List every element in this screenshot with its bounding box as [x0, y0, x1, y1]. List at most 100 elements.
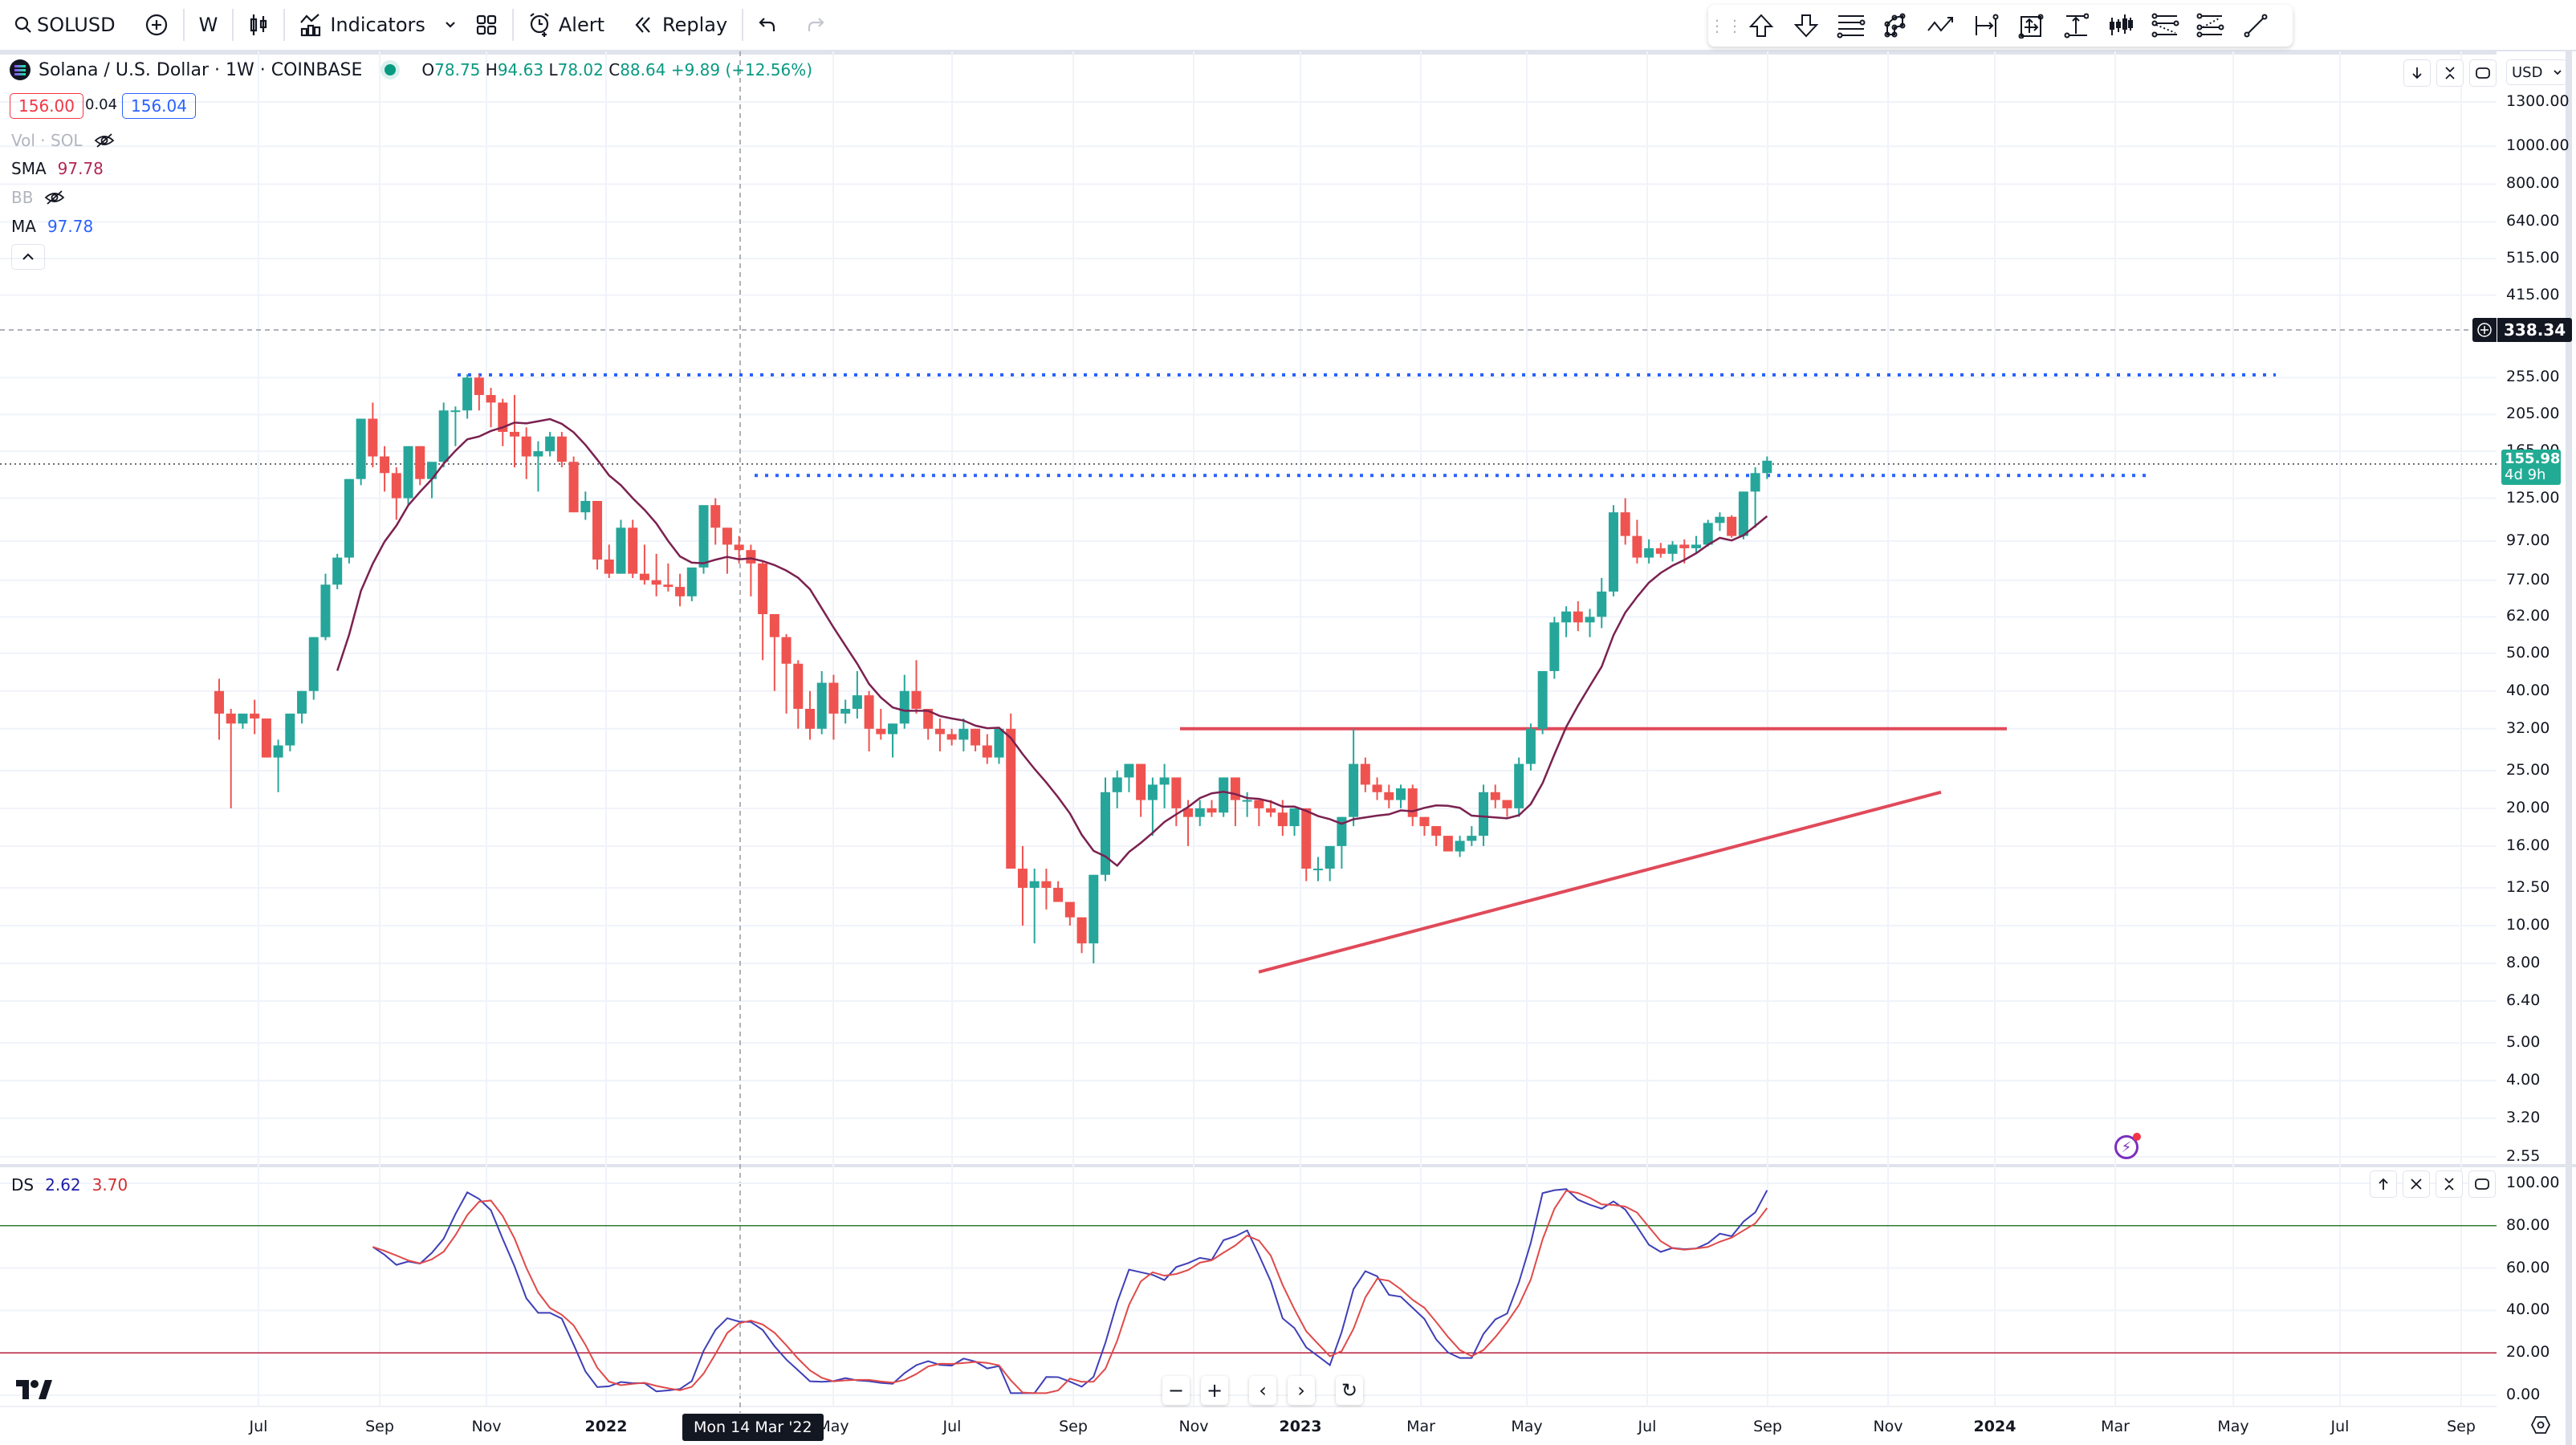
scroll-right-button[interactable]: › — [1288, 1376, 1315, 1405]
tradingview-logo[interactable] — [14, 1376, 53, 1408]
oscillator-name: DS — [11, 1175, 35, 1195]
add-alert-plus-icon[interactable] — [2472, 318, 2497, 342]
fib-extension-tool[interactable] — [2188, 5, 2233, 47]
time-axis-label: 2024 — [1973, 1418, 2016, 1435]
maximize-pane-button[interactable] — [2469, 59, 2497, 87]
symbol-search[interactable]: SOLUSD — [0, 0, 130, 50]
high-value: 94.63 — [497, 60, 544, 79]
time-axis-label: Jul — [2330, 1418, 2350, 1435]
price-axis-label: 415.00 — [2506, 285, 2560, 303]
indicators-button[interactable]: Indicators — [285, 0, 440, 50]
price-axis-label: 16.00 — [2506, 836, 2550, 854]
scroll-left-button[interactable]: ‹ — [1249, 1376, 1276, 1405]
layout-grid-icon — [476, 14, 496, 35]
eye-hidden-icon[interactable] — [44, 189, 65, 206]
symbol-title[interactable]: Solana / U.S. Dollar · 1W · COINBASE — [39, 59, 363, 80]
indicators-icon — [300, 14, 321, 37]
alert-label: Alert — [558, 14, 605, 36]
indicator-sma[interactable]: SMA 97.78 — [11, 159, 104, 178]
price-range-tool[interactable] — [2053, 5, 2098, 47]
chart-settings-button[interactable] — [2530, 1414, 2551, 1439]
date-range-tool[interactable] — [1964, 5, 2008, 47]
interval-label: W — [198, 14, 218, 36]
collapse-pane-button[interactable] — [2436, 59, 2464, 87]
time-axis-label: May — [1511, 1418, 1543, 1435]
search-icon — [14, 16, 31, 33]
divider — [232, 9, 234, 41]
indicator-bb[interactable]: BB — [11, 188, 65, 207]
collapse-legend-button[interactable] — [11, 244, 45, 270]
price-axis-label: 2.55 — [2506, 1147, 2541, 1165]
pattern-tool[interactable] — [1874, 5, 1919, 47]
parallel-lines-tool[interactable] — [1829, 5, 1874, 47]
close-value: 88.64 — [620, 60, 666, 79]
lightning-alert-icon[interactable]: ⚡ — [2114, 1133, 2141, 1159]
time-axis-label: Sep — [1059, 1418, 1088, 1435]
price-axis-label: 77.00 — [2506, 570, 2550, 588]
fib-retracement-tool[interactable] — [2143, 5, 2188, 47]
date-range-icon — [1976, 14, 1999, 37]
trend-line-tool[interactable] — [2233, 5, 2278, 47]
market-open-indicator — [385, 64, 397, 75]
price-axis-label: 1000.00 — [2506, 136, 2570, 155]
indicator-name: MA — [11, 217, 36, 236]
indicator-vol[interactable]: Vol · SOL — [11, 131, 115, 150]
layouts-button[interactable] — [461, 0, 512, 50]
bars-pattern-tool[interactable] — [2098, 5, 2143, 47]
redo-button[interactable] — [792, 0, 840, 50]
time-axis-label: Jul — [249, 1418, 268, 1435]
alert-button[interactable]: Alert — [514, 0, 619, 50]
oscillator-axis-label: 60.00 — [2506, 1258, 2550, 1276]
oscillator-k-value: 2.62 — [45, 1175, 81, 1195]
divider — [182, 9, 185, 41]
arrow-up-tool[interactable] — [1739, 5, 1784, 47]
time-axis-label: Sep — [365, 1418, 394, 1435]
currency-select[interactable]: USD — [2506, 59, 2567, 85]
alarm-clock-icon — [530, 13, 549, 37]
price-axis-label: 255.00 — [2506, 368, 2560, 386]
oscillator-axis-label: 0.00 — [2506, 1386, 2541, 1403]
date-price-range-tool[interactable] — [2008, 5, 2053, 47]
indicators-label: Indicators — [330, 14, 425, 36]
close-pane-button[interactable] — [2403, 1170, 2430, 1198]
replay-icon — [635, 17, 650, 33]
currency-label: USD — [2512, 63, 2543, 81]
replay-button[interactable]: Replay — [619, 0, 742, 50]
collapse-oscillator-button[interactable] — [2436, 1170, 2463, 1198]
drag-handle[interactable]: ⋮⋮ — [1709, 16, 1744, 35]
price-axis-label: 3.20 — [2506, 1109, 2541, 1127]
zoom-in-button[interactable]: + — [1201, 1376, 1228, 1405]
drawing-toolbar: ⋮⋮ — [1708, 5, 2293, 47]
time-axis-label: Nov — [1178, 1418, 1209, 1435]
compare-button[interactable] — [130, 0, 183, 50]
price-axis-label: 8.00 — [2506, 954, 2541, 971]
path-tool[interactable] — [1919, 5, 1964, 47]
settings-hexagon-icon — [2530, 1416, 2551, 1434]
price-axis-label: 6.40 — [2506, 991, 2541, 1010]
eye-hidden-icon[interactable] — [94, 132, 115, 149]
crosshair-price-label[interactable]: 338.34 — [2472, 318, 2573, 342]
zoom-out-button[interactable]: − — [1162, 1376, 1190, 1405]
interval-button[interactable]: W — [185, 0, 233, 50]
oscillator-legend[interactable]: DS 2.62 3.70 — [11, 1175, 128, 1195]
sell-button[interactable]: 156.00 — [10, 93, 83, 119]
horizontal-lines-icon — [1837, 15, 1866, 39]
move-pane-down-button[interactable] — [2403, 59, 2431, 87]
indicators-dropdown[interactable] — [440, 0, 461, 50]
buy-button[interactable]: 156.04 — [122, 93, 196, 119]
undo-button[interactable] — [743, 0, 792, 50]
low-label: L — [548, 60, 558, 79]
maximize-oscillator-button[interactable] — [2468, 1170, 2496, 1198]
indicator-ma[interactable]: MA 97.78 — [11, 217, 93, 236]
price-axis-label: 515.00 — [2506, 249, 2560, 267]
reset-chart-button[interactable]: ↻ — [1336, 1376, 1363, 1405]
divider — [742, 9, 744, 41]
time-axis-label: Sep — [2447, 1418, 2476, 1435]
time-axis-label: Mar — [1406, 1418, 1435, 1435]
oscillator-axis-label: 20.00 — [2506, 1343, 2550, 1362]
move-pane-up-button[interactable] — [2370, 1170, 2397, 1198]
chart-type-button[interactable] — [234, 0, 283, 50]
high-label: H — [485, 60, 498, 79]
arrow-down-tool[interactable] — [1784, 5, 1829, 47]
